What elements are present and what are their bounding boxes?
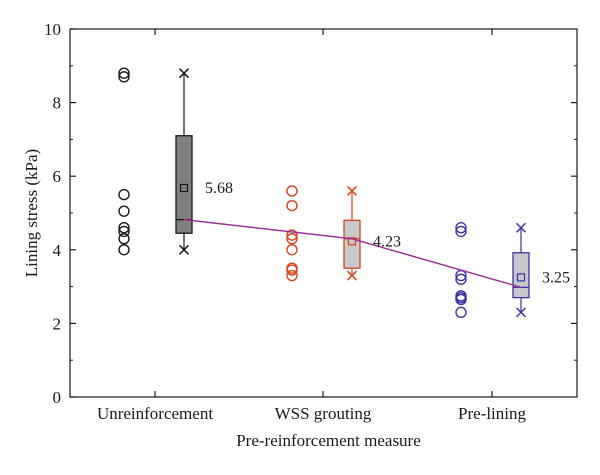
- marker-stroke: [178, 244, 190, 255]
- data-point: [286, 264, 298, 276]
- y-tick-label: 4: [53, 241, 62, 260]
- x-axis-title: Pre-reinforcement measure: [236, 431, 421, 450]
- y-tick-label: 10: [44, 20, 61, 39]
- min-marker: [178, 244, 190, 255]
- y-tick-label: 8: [53, 94, 62, 113]
- y-axis-title: Lining stress (kPa): [22, 149, 41, 277]
- y-tick-label: 2: [53, 314, 62, 333]
- data-point: [118, 205, 130, 217]
- data-point: [286, 229, 298, 241]
- median-trend: [183, 218, 522, 289]
- y-tick-label: 0: [53, 388, 62, 407]
- data-point: [286, 199, 298, 212]
- data-point: [455, 222, 467, 234]
- marker-stroke: [515, 307, 527, 318]
- marker-stroke: [346, 185, 358, 196]
- data-point: [118, 225, 130, 238]
- marker-stroke: [178, 68, 190, 79]
- x-category-label: Unreinforcement: [97, 404, 213, 423]
- groups: [118, 67, 530, 319]
- min-marker: [515, 307, 527, 318]
- mean-value-label: 4.23: [373, 233, 401, 250]
- data-point: [455, 306, 467, 319]
- data-point: [455, 225, 467, 238]
- marker-stroke: [515, 222, 527, 233]
- median-trend-line: [183, 218, 522, 289]
- group-wss-grouting: [286, 185, 361, 282]
- box: [512, 252, 530, 299]
- data-point: [286, 269, 298, 282]
- labels: 0 2 4 6 8 10 Unreinforcement WSS grouting Pre-li…: [22, 20, 570, 450]
- mean-value-label: 5.68: [205, 180, 233, 197]
- group-unreinforcement: [118, 67, 193, 256]
- mean-marker: [347, 237, 357, 246]
- x-category-label: Pre-lining: [458, 404, 526, 423]
- data-point: [118, 71, 130, 83]
- max-marker: [346, 185, 358, 196]
- x-category-label: WSS grouting: [275, 404, 372, 423]
- mean-marker: [179, 183, 189, 193]
- data-point: [118, 222, 130, 234]
- max-marker: [515, 222, 527, 233]
- data-point: [118, 67, 130, 79]
- data-point: [286, 244, 298, 256]
- data-point: [118, 188, 130, 201]
- data-point: [286, 185, 298, 197]
- data-point: [455, 273, 467, 285]
- max-marker: [178, 68, 190, 79]
- axes: [69, 28, 578, 398]
- marker-stroke: [346, 270, 358, 281]
- data-point: [455, 293, 467, 306]
- y-tick-label: 6: [53, 167, 62, 186]
- mean-marker: [516, 273, 526, 282]
- data-point: [118, 244, 130, 256]
- group-pre-lining: [455, 222, 530, 319]
- plot-frame: [69, 28, 578, 398]
- data-point: [286, 233, 298, 245]
- min-marker: [346, 270, 358, 281]
- data-point: [118, 233, 130, 245]
- mean-value-label: 3.25: [542, 269, 570, 286]
